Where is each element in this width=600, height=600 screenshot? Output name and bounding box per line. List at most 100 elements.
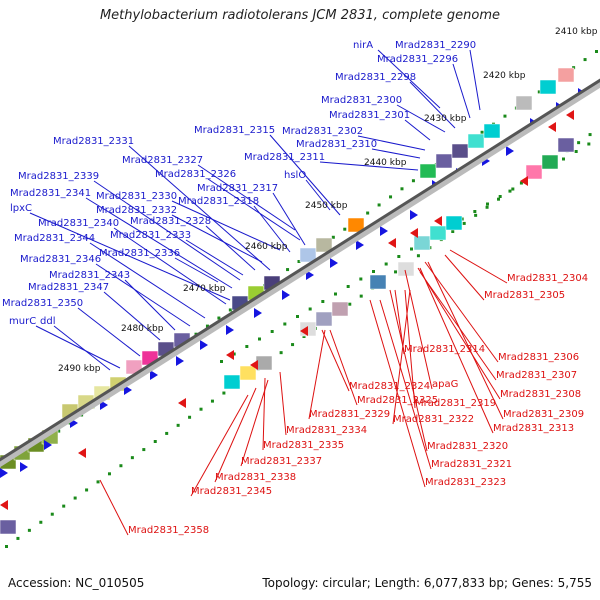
- plus-gene-label-leader: [77, 307, 141, 357]
- tick-label: 2420 kbp: [483, 71, 526, 81]
- tick-dot-inner: [73, 496, 77, 500]
- tick-dot-outer: [366, 211, 370, 215]
- plus-gene-label-leader: [371, 148, 421, 159]
- tick-label: 2430 kbp: [424, 114, 467, 124]
- tick-dot-inner: [279, 351, 283, 355]
- tick-dot-inner: [508, 189, 512, 193]
- plus-arrow: [150, 370, 158, 380]
- minus-gene-label-leader: [444, 254, 485, 301]
- minus-feature-block: [0, 519, 17, 535]
- plus-gene-label-leader: [253, 205, 291, 253]
- plus-gene-label: Mrad2831_2336: [99, 248, 180, 259]
- tick-dot-outer: [343, 227, 347, 231]
- tick-dot-outer: [411, 179, 415, 183]
- minus-gene-label-leader: [419, 267, 494, 434]
- plus-feature-block: [539, 79, 557, 95]
- plus-gene-label-leader: [319, 161, 419, 171]
- tick-dot-mid: [587, 142, 591, 146]
- tick-dot-mid: [486, 202, 489, 206]
- plus-gene-label-leader: [124, 279, 176, 331]
- minus-gene-label-leader: [329, 329, 358, 406]
- plus-arrow: [44, 440, 52, 450]
- plus-feature-block: [451, 143, 469, 159]
- tick-dot-mid: [283, 322, 287, 326]
- minus-gene-label-leader: [404, 269, 433, 390]
- plus-feature-block: [557, 67, 575, 83]
- tick-dot-outer: [389, 195, 393, 199]
- minus-feature-block: [541, 154, 559, 170]
- plus-gene-label-leader: [103, 291, 161, 341]
- minus-gene-label-leader: [379, 299, 432, 470]
- plus-gene-label-leader: [272, 192, 306, 246]
- tick-dot-inner: [210, 399, 214, 403]
- genome-summary-text: Topology: circular; Length: 6,077,833 bp…: [262, 576, 592, 590]
- tick-dot-mid: [359, 277, 363, 281]
- plus-arrow: [200, 340, 208, 350]
- plus-gene-label-leader: [29, 212, 231, 301]
- minus-gene-label: Mrad2831_2329: [309, 409, 390, 420]
- plus-arrow: [380, 226, 388, 236]
- plus-gene-label: Mrad2831_2344: [14, 233, 95, 244]
- minus-gene-label: Mrad2831_2313: [493, 423, 574, 434]
- minus-gene-label-leader: [99, 479, 129, 536]
- minus-gene-label: Mrad2831_2319: [415, 398, 496, 409]
- tick-dot-inner: [153, 440, 157, 443]
- plus-gene-label-leader: [205, 225, 256, 271]
- tick-dot-mid: [562, 157, 565, 161]
- plus-gene-label-leader: [113, 227, 227, 305]
- tick-dot-outer: [331, 235, 335, 239]
- tick-dot-inner: [394, 270, 398, 274]
- tick-dot-mid: [308, 307, 312, 311]
- plus-gene-label-leader: [396, 104, 446, 133]
- plus-feature-block: [483, 123, 501, 139]
- minus-gene-label: Mrad2831_2305: [484, 290, 565, 301]
- tick-dot-inner: [302, 335, 306, 338]
- minus-gene-label-leader: [419, 271, 497, 381]
- plus-gene-label: Mrad2831_2317: [197, 183, 278, 194]
- tick-dot-outer: [503, 114, 507, 118]
- backbone-line: [0, 78, 600, 462]
- plus-gene-label: Mrad2831_2296: [377, 54, 458, 65]
- tick-dot-mid: [232, 352, 236, 356]
- plus-gene-label: Mrad2831_2301: [329, 110, 410, 121]
- minus-gene-label: Mrad2831_2307: [496, 370, 577, 381]
- tick-dot-outer: [377, 203, 381, 207]
- plus-gene-label: Mrad2831_2326: [155, 169, 236, 180]
- tick-dot-mid: [372, 270, 375, 273]
- minus-gene-label: Mrad2831_2309: [503, 409, 584, 420]
- plus-feature-block: [435, 153, 453, 169]
- minus-gene-label-leader: [321, 329, 350, 392]
- tick-dot-inner: [416, 254, 420, 258]
- minus-gene-label: Mrad2831_2304: [507, 273, 588, 284]
- plus-gene-label: Mrad2831_2340: [38, 218, 119, 229]
- feature-blocks: [0, 67, 586, 535]
- tick-label: 2470 kbp: [183, 284, 226, 294]
- tick-dot-inner: [497, 197, 501, 201]
- minus-feature-block: [239, 365, 257, 381]
- tick-dot-inner: [96, 480, 100, 484]
- tick-label: 2490 kbp: [58, 364, 101, 374]
- plus-feature-block: [467, 133, 485, 149]
- label-leader-lines: [29, 49, 508, 536]
- plus-gene-label: Mrad2831_2347: [28, 282, 109, 293]
- plus-gene-label: Mrad2831_2330: [96, 191, 177, 202]
- plus-gene-label: Mrad2831_2341: [10, 188, 91, 199]
- plus-gene-label: Mrad2831_2333: [110, 230, 191, 241]
- plus-feature-block: [299, 247, 317, 263]
- tick-dot-mid: [220, 360, 223, 363]
- plus-gene-label: Mrad2831_2315: [194, 125, 275, 136]
- tick-dot-inner: [577, 141, 581, 145]
- backbone: [0, 78, 600, 468]
- plus-gene-label-leader: [207, 178, 301, 241]
- plus-gene-label-leader: [53, 325, 111, 371]
- plus-gene-label-leader: [269, 134, 341, 216]
- minus-gene-label-leader: [449, 249, 508, 284]
- plus-gene-label-leader: [197, 164, 296, 231]
- tick-dot-mid: [574, 150, 578, 153]
- minus-arrow: [548, 122, 556, 132]
- plus-gene-label-leader: [128, 145, 271, 271]
- map-title: Methylobacterium radiotolerans JCM 2831,…: [99, 8, 501, 23]
- plus-gene-label-leader: [171, 214, 263, 263]
- minus-gene-label: Mrad2831_2334: [286, 425, 367, 436]
